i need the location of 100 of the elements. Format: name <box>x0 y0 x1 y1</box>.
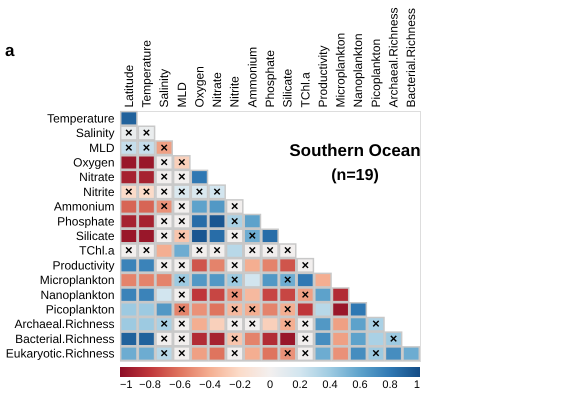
data-label: × <box>125 125 134 140</box>
x-tick-label: Bacterial.Richness <box>404 8 418 108</box>
x-tick-label: Silicate <box>280 68 295 108</box>
color-bar-label: −1 <box>120 379 133 391</box>
data-label: × <box>284 302 292 317</box>
x-tick-label: Nitrate <box>210 72 224 108</box>
data-label: × <box>284 346 292 361</box>
data-label: × <box>178 154 186 170</box>
data-label: × <box>178 198 186 214</box>
y-tick-label: Ammonium <box>54 200 114 214</box>
data-label: × <box>178 272 186 288</box>
data-label: × <box>230 228 239 243</box>
x-tick-label: Latitude <box>122 64 136 108</box>
y-tick-label: TChl.a <box>79 244 115 258</box>
data-label: × <box>372 346 380 361</box>
data-label: × <box>301 316 310 332</box>
data-label: × <box>160 184 168 199</box>
text: Southern Ocean <box>289 141 421 160</box>
data-label: × <box>372 316 380 332</box>
color-bar-label: 0.8 <box>382 379 398 391</box>
data-label: × <box>125 242 134 258</box>
data-label: × <box>230 316 239 332</box>
y-tick-label: Oxygen <box>73 155 114 170</box>
data-label: × <box>178 169 186 184</box>
y-tick-label: Nanoplankton <box>40 288 114 302</box>
data-label: × <box>178 316 186 332</box>
y-tick-label: Nitrite <box>83 184 115 199</box>
data-label: × <box>160 198 168 214</box>
x-tick-label: Salinity <box>157 68 172 108</box>
data-label: × <box>142 184 151 199</box>
data-label: × <box>230 198 239 214</box>
data-label: × <box>230 286 239 302</box>
text: a <box>5 41 15 60</box>
data-label: × <box>301 257 310 272</box>
x-tick-label: Microplankton <box>334 32 348 108</box>
color-bar-label: 1 <box>414 379 420 391</box>
data-label: × <box>178 228 186 243</box>
data-label: × <box>160 330 168 346</box>
data-label: × <box>125 184 134 199</box>
y-tick-label: Temperature <box>47 111 115 126</box>
data-label: × <box>248 302 257 317</box>
data-label: × <box>230 346 239 361</box>
data-label: × <box>160 140 168 155</box>
y-tick-label: Productivity <box>52 258 114 272</box>
data-label: × <box>160 169 168 184</box>
color-bar-label: −0.8 <box>139 379 161 391</box>
y-tick-label: Bacterial.Richness <box>15 332 114 346</box>
text: (n=19) <box>331 167 379 184</box>
data-label: × <box>178 213 186 228</box>
x-tick-label: Picoplankton <box>368 38 383 108</box>
x-tick-label: Ammonium <box>245 46 260 108</box>
x-tick-label: Phosphate <box>263 50 277 108</box>
data-label: × <box>230 272 239 288</box>
x-tick-label: Archaeal.Richness <box>386 7 401 108</box>
y-tick-label: Phosphate <box>57 214 115 228</box>
data-label: × <box>230 302 239 317</box>
data-label: × <box>178 346 186 361</box>
data-label: × <box>213 242 222 258</box>
data-label: × <box>160 154 168 170</box>
data-label: × <box>284 316 292 332</box>
data-label: × <box>390 330 398 346</box>
data-label: × <box>178 184 186 199</box>
data-label: × <box>125 140 134 155</box>
data-label: × <box>178 302 186 317</box>
color-bar-label: −0.6 <box>169 379 191 391</box>
data-label: × <box>230 213 239 228</box>
data-label: × <box>248 316 257 332</box>
y-tick-label: Eukaryotic.Richness <box>6 346 114 361</box>
color-bar-label: −0.2 <box>229 379 251 391</box>
y-tick-label: Salinity <box>76 126 114 140</box>
data-label: × <box>160 228 168 243</box>
data-label: × <box>178 257 186 272</box>
data-label: × <box>196 184 204 199</box>
data-label: × <box>230 330 239 346</box>
x-tick-label: Productivity <box>316 45 330 108</box>
data-label: × <box>284 242 292 258</box>
data-label: × <box>213 184 222 199</box>
x-tick-label: MLD <box>174 82 189 108</box>
data-label: × <box>301 330 310 346</box>
data-label: × <box>284 272 292 288</box>
y-tick-label: Nitrate <box>79 170 115 184</box>
data-label: × <box>160 213 168 228</box>
data-label: × <box>266 242 274 258</box>
data-label: × <box>142 140 151 155</box>
y-tick-label: Archaeal.Richness <box>14 317 114 332</box>
data-label: × <box>178 286 186 302</box>
color-bar-label: −0.4 <box>199 379 221 391</box>
y-tick-label: Microplankton <box>40 273 114 288</box>
color-bar-label: 0.6 <box>352 379 368 391</box>
color-bar-label: 0 <box>266 379 274 391</box>
x-tick-label: Oxygen <box>192 66 206 108</box>
data-label: × <box>301 286 310 302</box>
data-label: × <box>196 242 204 258</box>
x-tick-label: Nitrite <box>228 76 242 108</box>
data-label: × <box>142 125 151 140</box>
data-label: × <box>178 330 186 346</box>
y-tick-label: Picoplankton <box>46 302 114 317</box>
data-label: × <box>160 346 168 361</box>
y-tick-label: Silicate <box>76 229 115 243</box>
data-label: × <box>160 316 168 332</box>
